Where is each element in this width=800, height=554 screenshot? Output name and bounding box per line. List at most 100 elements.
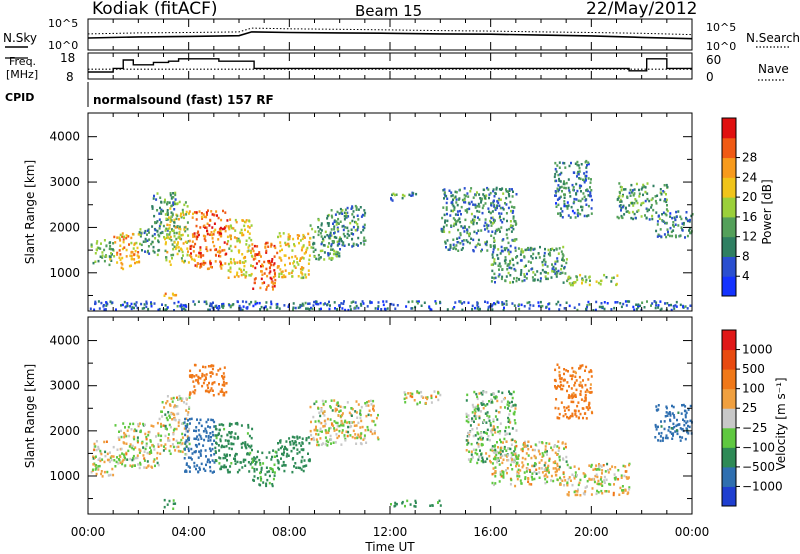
power-cell xyxy=(341,209,344,212)
power-cell xyxy=(238,239,241,243)
velocity-cell xyxy=(350,421,352,424)
power-cell xyxy=(559,195,562,199)
velocity-region xyxy=(158,394,191,456)
velocity-cell xyxy=(230,442,233,446)
power-cell xyxy=(650,304,652,307)
velocity-cell xyxy=(476,405,479,408)
power-cell xyxy=(554,272,557,275)
power-cell xyxy=(288,235,291,238)
velocity-cell xyxy=(229,465,232,468)
velocity-cell xyxy=(262,462,265,465)
velocity-cell xyxy=(300,444,303,447)
power-cell xyxy=(369,301,372,305)
power-cell xyxy=(510,205,513,209)
velocity-cell xyxy=(574,381,577,385)
velocity-cell xyxy=(554,379,557,383)
power-cell xyxy=(165,256,168,259)
velocity-cell xyxy=(511,400,513,404)
power-cell xyxy=(262,264,264,268)
velocity-cell xyxy=(279,441,282,444)
power-cell xyxy=(554,190,557,193)
power-cell xyxy=(178,225,181,229)
power-cell xyxy=(186,253,189,257)
power-cell xyxy=(492,199,495,203)
power-cell xyxy=(515,256,517,259)
power-cell xyxy=(210,231,213,234)
velocity-cell xyxy=(121,462,124,466)
power-cell xyxy=(351,219,354,223)
velocity-cell xyxy=(613,476,616,480)
velocity-cell xyxy=(497,446,499,449)
freq-right-tick-bottom: 0 xyxy=(706,70,714,84)
power-cell xyxy=(505,303,508,306)
freq-panel: Freq. [MHz] 18 8 60 0 Nave xyxy=(5,51,789,84)
power-cell xyxy=(175,237,178,241)
power-cell xyxy=(679,215,682,218)
power-cell xyxy=(656,194,659,197)
power-cell xyxy=(229,266,232,269)
power-cell xyxy=(630,191,633,194)
power-cell xyxy=(263,260,266,264)
power-cell xyxy=(219,230,222,233)
velocity-cell xyxy=(485,391,488,394)
power-cell xyxy=(166,211,169,214)
velocity-cell xyxy=(183,457,186,460)
velocity-cell xyxy=(195,467,197,471)
power-cell xyxy=(651,197,654,200)
velocity-cell xyxy=(489,422,492,425)
velocity-cell xyxy=(437,391,440,394)
power-cell xyxy=(238,249,241,252)
velocity-cell xyxy=(219,438,222,441)
velocity-cell xyxy=(356,416,359,419)
power-cell xyxy=(145,305,148,309)
power-cell xyxy=(569,283,572,287)
power-cell xyxy=(556,198,559,201)
velocity-cell xyxy=(659,435,662,438)
velocity-cell xyxy=(215,373,218,376)
velocity-cell xyxy=(559,385,561,388)
power-cell xyxy=(224,262,227,265)
velocity-cell xyxy=(486,403,489,406)
power-cell xyxy=(157,249,160,252)
velocity-cell xyxy=(372,420,375,423)
power-cell xyxy=(239,261,242,265)
power-cell xyxy=(494,206,497,210)
power-cell xyxy=(511,188,513,191)
velocity-cell xyxy=(438,499,441,503)
velocity-cell xyxy=(203,374,206,377)
power-cell xyxy=(664,221,666,225)
velocity-cell xyxy=(512,390,515,394)
velocity-cell xyxy=(360,432,363,435)
power-cell xyxy=(292,262,295,265)
power-cell xyxy=(168,201,171,204)
velocity-cell xyxy=(197,380,199,384)
velocity-cell xyxy=(581,407,584,410)
power-cell xyxy=(138,260,141,264)
power-cell xyxy=(148,252,151,255)
power-cell xyxy=(172,201,175,204)
velocity-cell xyxy=(689,419,692,423)
power-cell xyxy=(354,204,357,208)
power-cell xyxy=(445,206,448,209)
power-cell xyxy=(210,303,213,306)
velocity-cell xyxy=(154,464,156,468)
velocity-cell xyxy=(195,437,197,441)
power-cell xyxy=(444,242,447,245)
power-cell xyxy=(518,307,521,311)
power-cell xyxy=(247,230,249,233)
power-cell xyxy=(200,212,203,215)
velocity-cell xyxy=(538,452,541,456)
velocity-cell xyxy=(515,429,518,432)
velocity-cell xyxy=(474,434,477,437)
velocity-cell xyxy=(506,467,509,470)
power-cell xyxy=(341,307,344,310)
power-cell xyxy=(490,263,493,266)
power-cell xyxy=(182,211,184,214)
velocity-cell xyxy=(178,418,181,422)
velocity-cell xyxy=(471,411,474,414)
velocity-cell xyxy=(414,501,417,504)
power-cell xyxy=(651,214,654,218)
velocity-cell xyxy=(468,450,471,453)
velocity-cell xyxy=(124,456,126,460)
power-cell xyxy=(209,262,212,266)
